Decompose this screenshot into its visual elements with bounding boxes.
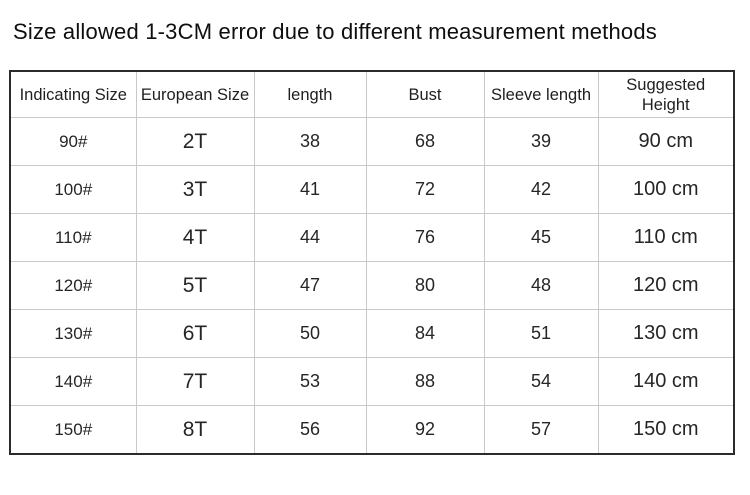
table-cell: 130 cm xyxy=(597,309,735,358)
table-cell: 140 cm xyxy=(597,357,735,406)
table-cell: 72 xyxy=(365,165,485,214)
page-title: Size allowed 1-3CM error due to differen… xyxy=(13,19,657,44)
table-cell: 150# xyxy=(9,405,137,455)
table-cell: 50 xyxy=(253,309,367,358)
table-cell: 6T xyxy=(135,309,255,358)
table-cell: 39 xyxy=(483,117,599,166)
table-cell: 5T xyxy=(135,261,255,310)
table-cell: 54 xyxy=(483,357,599,406)
table-cell: 76 xyxy=(365,213,485,262)
table-row: 110# 4T 44 76 45 110 cm xyxy=(9,213,735,262)
table-cell: 48 xyxy=(483,261,599,310)
header-cell-european-size: European Size xyxy=(135,70,255,118)
table-cell: 150 cm xyxy=(597,405,735,455)
header-cell-suggested-height: Suggested Height xyxy=(597,70,735,118)
table-cell: 56 xyxy=(253,405,367,455)
table-cell: 2T xyxy=(135,117,255,166)
table-cell: 130# xyxy=(9,309,137,358)
table-cell: 47 xyxy=(253,261,367,310)
header-cell-sleeve-length: Sleeve length xyxy=(483,70,599,118)
table-cell: 68 xyxy=(365,117,485,166)
table-cell: 4T xyxy=(135,213,255,262)
size-chart-table: Indicating Size European Size length Bust Sl… xyxy=(9,70,735,455)
table-cell: 44 xyxy=(253,213,367,262)
table-cell: 80 xyxy=(365,261,485,310)
table-cell: 53 xyxy=(253,357,367,406)
header-cell-bust: Bust xyxy=(365,70,485,118)
table-cell: 41 xyxy=(253,165,367,214)
table-row: 90# 2T 38 68 39 90 cm xyxy=(9,117,735,166)
table-cell: 38 xyxy=(253,117,367,166)
table-cell: 84 xyxy=(365,309,485,358)
table-cell: 90 cm xyxy=(597,117,735,166)
table-cell: 120# xyxy=(9,261,137,310)
table-cell: 120 cm xyxy=(597,261,735,310)
table-cell: 45 xyxy=(483,213,599,262)
table-cell: 51 xyxy=(483,309,599,358)
table-row: 100# 3T 41 72 42 100 cm xyxy=(9,165,735,214)
table-cell: 3T xyxy=(135,165,255,214)
table-row: 140# 7T 53 88 54 140 cm xyxy=(9,357,735,406)
table-cell: 7T xyxy=(135,357,255,406)
table-cell: 92 xyxy=(365,405,485,455)
table-cell: 8T xyxy=(135,405,255,455)
table-cell: 110# xyxy=(9,213,137,262)
header-cell-length: length xyxy=(253,70,367,118)
table-body: 90# 2T 38 68 39 90 cm 100# 3T 41 72 42 100 cm 110# 4T… xyxy=(9,117,735,455)
table-cell: 100# xyxy=(9,165,137,214)
header-cell-indicating-size: Indicating Size xyxy=(9,70,137,118)
table-cell: 90# xyxy=(9,117,137,166)
table-row: 130# 6T 50 84 51 130 cm xyxy=(9,309,735,358)
table-cell: 42 xyxy=(483,165,599,214)
table-row: 150# 8T 56 92 57 150 cm xyxy=(9,405,735,455)
table-cell: 100 cm xyxy=(597,165,735,214)
table-row: 120# 5T 47 80 48 120 cm xyxy=(9,261,735,310)
header-row: Indicating Size European Size length Bust Sl… xyxy=(9,70,735,118)
table-cell: 140# xyxy=(9,357,137,406)
table-cell: 110 cm xyxy=(597,213,735,262)
table-cell: 57 xyxy=(483,405,599,455)
table-cell: 88 xyxy=(365,357,485,406)
